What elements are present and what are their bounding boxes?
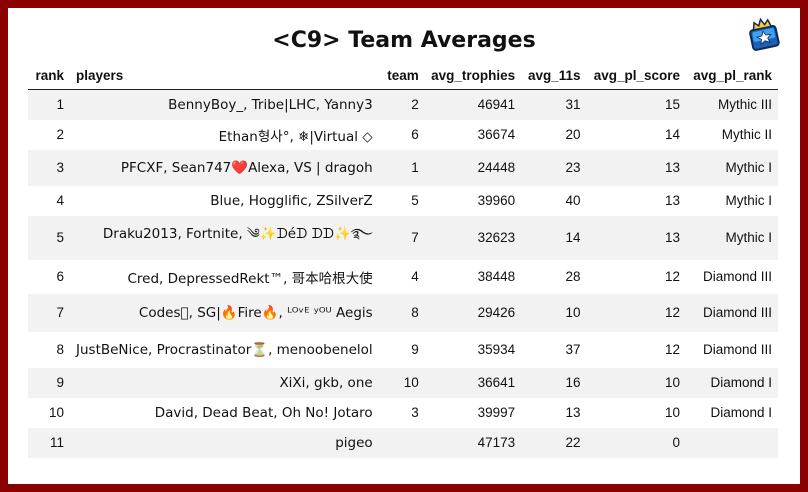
cell-avg-trophies: 47173 — [424, 427, 522, 458]
cell-avg-trophies: 36674 — [477, 127, 516, 142]
page-title: <C9> Team Averages — [272, 28, 536, 53]
cell-team: 8 — [378, 293, 425, 332]
cell-rank: 3 — [28, 149, 70, 186]
cell-avg-trophies: 39960 — [477, 193, 516, 208]
cell-avg-trophies: 29426 — [424, 293, 522, 332]
cell-avg-pl-rank: Diamond III — [702, 342, 772, 357]
cell-avg-trophies: 38448 — [477, 269, 516, 284]
cell-avg-trophies: 24448 — [424, 149, 522, 186]
cell-avg-trophies: 39997 — [477, 405, 516, 420]
cell-avg-pl-score: 10 — [665, 405, 681, 420]
cell-avg-pl-rank: Mythic I — [686, 215, 778, 260]
cell-avg-11s: 14 — [521, 215, 587, 260]
cell-team — [378, 427, 425, 458]
cell-team: 4 — [411, 269, 419, 284]
cell-team: 3 — [411, 405, 419, 420]
cell-team: 6 — [411, 127, 419, 142]
cell-avg-pl-score: 14 — [665, 127, 681, 142]
cell-rank: 4 — [56, 193, 64, 208]
cell-rank: 1 — [28, 89, 70, 120]
cell-avg-11s: 23 — [521, 149, 587, 186]
cell-players: Draku2013, Fortnite, ༄✨ᗪéᗪ ᗪᗪ✨࿐ — [70, 215, 379, 260]
column-header-team: team — [378, 61, 425, 90]
club-badge-icon — [744, 14, 784, 54]
cell-avg-pl-score: 13 — [665, 193, 681, 208]
cell-avg-pl-rank: Mythic II — [721, 127, 772, 142]
cell-avg-trophies: 46941 — [424, 89, 522, 120]
team-averages-table: rank players team avg_trophies avg_11s a… — [28, 61, 778, 458]
cell-avg-pl-rank: Diamond I — [686, 367, 778, 398]
cell-players: BennyBoy_, Tribe|LHC, Yanny3 — [70, 89, 379, 120]
cell-avg-pl-score: 13 — [586, 215, 687, 260]
cell-rank: 10 — [48, 405, 64, 420]
table-row: 9 XiXi, gkb, one 10 36641 16 10 Diamond I — [28, 367, 778, 398]
column-header-rank: rank — [28, 61, 70, 90]
cell-avg-11s: 28 — [565, 269, 581, 284]
cell-avg-trophies: 35934 — [477, 342, 516, 357]
column-header-avg-11s: avg_11s — [521, 61, 587, 90]
cell-rank: 11 — [28, 427, 70, 458]
cell-avg-11s: 16 — [521, 367, 587, 398]
cell-players: Blue, Hogglific, ZSilverZ — [210, 192, 373, 209]
cell-avg-pl-score: 12 — [586, 293, 687, 332]
cell-avg-pl-rank: Mythic I — [686, 149, 778, 186]
cell-avg-pl-score: 12 — [665, 269, 681, 284]
table-row: 2 Ethan형사°, ❄|Virtual ◇ 6 36674 20 14 Mythic I… — [28, 120, 778, 150]
cell-rank: 8 — [56, 342, 64, 357]
cell-avg-pl-score: 12 — [665, 342, 681, 357]
cell-players: Cred, DepressedRekt™, 哥本哈根大使 — [127, 270, 373, 287]
cell-avg-11s: 40 — [565, 193, 581, 208]
cell-avg-pl-rank — [686, 427, 778, 458]
table-row: 5 Draku2013, Fortnite, ༄✨ᗪéᗪ ᗪᗪ✨࿐ 7 32623 14… — [28, 215, 778, 260]
cell-avg-trophies: 36641 — [424, 367, 522, 398]
cell-avg-11s: 10 — [521, 293, 587, 332]
cell-avg-pl-score: 13 — [586, 149, 687, 186]
cell-players: JustBeNice, Procrastinator⏳, menoobenelo… — [76, 341, 373, 358]
cell-team: 5 — [411, 193, 419, 208]
cell-players: Ethan형사°, ❄|Virtual ◇ — [218, 128, 373, 145]
cell-avg-pl-rank: Mythic III — [686, 89, 778, 120]
table-row: 8 JustBeNice, Procrastinator⏳, menoobenel… — [28, 332, 778, 368]
cell-avg-11s: 31 — [521, 89, 587, 120]
table-row: 10 David, Dead Beat, Oh No! Jotaro 3 39997 1… — [28, 398, 778, 428]
cell-team: 2 — [378, 89, 425, 120]
cell-players: XiXi, gkb, one — [70, 367, 379, 398]
cell-players: pigeo — [70, 427, 379, 458]
cell-players: Codes , SG|🔥Fire🔥, ᴸᴼᵛᴱ ʸᴼᵁ Aegis — [70, 293, 379, 332]
cell-avg-pl-rank: Diamond I — [710, 405, 772, 420]
column-header-avg-trophies: avg_trophies — [424, 61, 522, 90]
table-row: 6 Cred, DepressedRekt™, 哥本哈根大使 4 38448 28 12 D… — [28, 260, 778, 294]
cell-team: 9 — [411, 342, 419, 357]
table-header-row: rank players team avg_trophies avg_11s a… — [28, 61, 778, 90]
column-header-players: players — [70, 61, 379, 90]
cell-avg-pl-rank: Mythic I — [725, 193, 772, 208]
cell-avg-11s: 20 — [565, 127, 581, 142]
cell-rank: 9 — [28, 367, 70, 398]
cell-avg-pl-score: 0 — [586, 427, 687, 458]
cell-rank: 2 — [56, 127, 64, 142]
cell-team: 10 — [378, 367, 425, 398]
cell-players: David, Dead Beat, Oh No! Jotaro — [154, 404, 373, 421]
cell-avg-pl-score: 15 — [586, 89, 687, 120]
cell-avg-11s: 37 — [565, 342, 581, 357]
table-row: 7 Codes , SG|🔥Fire🔥, ᴸᴼᵛᴱ ʸᴼᵁ Aegis 8 29426… — [28, 293, 778, 332]
table-row: 4 Blue, Hogglific, ZSilverZ 5 39960 40 13 Myth… — [28, 186, 778, 216]
table-row: 1 BennyBoy_, Tribe|LHC, Yanny3 2 46941 31 15 M… — [28, 89, 778, 120]
cell-avg-11s: 13 — [565, 405, 581, 420]
table-row: 11 pigeo 47173 22 0 — [28, 427, 778, 458]
cell-avg-trophies: 32623 — [424, 215, 522, 260]
cell-rank: 5 — [28, 215, 70, 260]
cell-avg-pl-rank: Diamond III — [686, 293, 778, 332]
column-header-avg-pl-score: avg_pl_score — [586, 61, 687, 90]
cell-avg-pl-rank: Diamond III — [702, 269, 772, 284]
table-row: 3 PFCXF, Sean747❤️Alexa, VS | dragoh 1 2444… — [28, 149, 778, 186]
cell-team: 7 — [378, 215, 425, 260]
column-header-avg-pl-rank: avg_pl_rank — [686, 61, 778, 90]
cell-team: 1 — [378, 149, 425, 186]
cell-avg-11s: 22 — [521, 427, 587, 458]
cell-rank: 7 — [28, 293, 70, 332]
cell-rank: 6 — [56, 269, 64, 284]
cell-avg-pl-score: 10 — [586, 367, 687, 398]
cell-players: PFCXF, Sean747❤️Alexa, VS | dragoh — [70, 149, 379, 186]
